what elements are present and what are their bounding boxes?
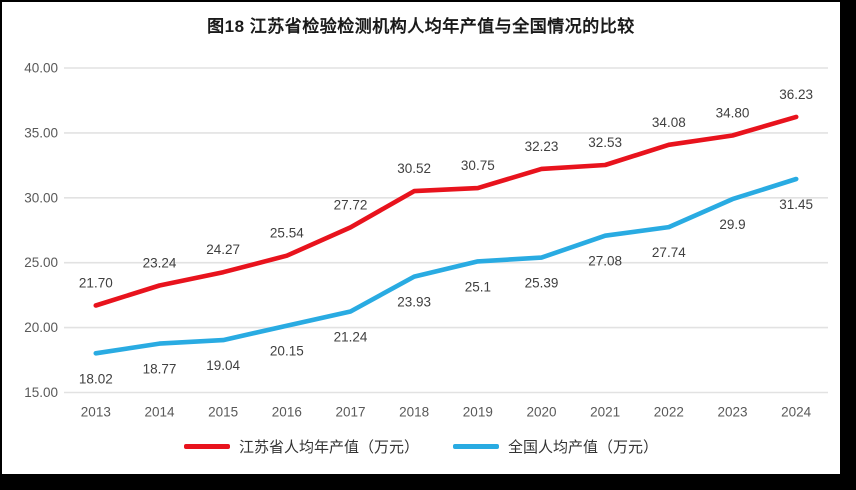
data-label: 34.08 (652, 115, 686, 130)
legend-label-national: 全国人均产值（万元） (508, 439, 659, 456)
data-label: 32.23 (525, 139, 559, 154)
data-label: 21.70 (79, 276, 113, 291)
data-label: 27.74 (652, 245, 686, 260)
data-label: 34.80 (716, 105, 750, 120)
legend-swatch-jiangsu (183, 444, 230, 449)
y-tick-label: 40.00 (24, 61, 58, 76)
data-label: 36.23 (779, 87, 813, 102)
x-tick-label: 2024 (781, 405, 812, 420)
data-label: 27.08 (588, 254, 622, 269)
x-tick-label: 2023 (717, 405, 747, 420)
y-tick-label: 15.00 (24, 385, 58, 400)
x-tick-label: 2022 (654, 405, 684, 420)
data-label: 30.75 (461, 158, 495, 173)
legend-item-jiangsu: 江苏省人均年产值（万元） (183, 436, 419, 457)
y-tick-label: 35.00 (24, 125, 58, 140)
data-label: 24.27 (206, 242, 240, 257)
data-label: 19.04 (206, 358, 240, 373)
data-label: 25.54 (270, 226, 304, 241)
x-tick-label: 2019 (463, 405, 493, 420)
data-label: 27.72 (334, 197, 368, 212)
y-tick-label: 20.00 (24, 320, 58, 335)
data-label: 23.93 (397, 295, 431, 310)
x-tick-label: 2018 (399, 405, 429, 420)
legend: 江苏省人均年产值（万元） 全国人均产值（万元） (2, 436, 840, 457)
y-tick-label: 25.00 (24, 255, 58, 270)
legend-label-jiangsu: 江苏省人均年产值（万元） (238, 439, 419, 456)
data-label: 21.24 (334, 330, 368, 345)
line-chart: 15.00 20.00 25.00 30.00 35.00 40.00 2013 2014 20… (24, 61, 828, 420)
x-tick-label: 2021 (590, 405, 620, 420)
chart-title: 图18 江苏省检验检测机构人均年产值与全国情况的比较 (207, 17, 635, 36)
legend-item-national: 全国人均产值（万元） (453, 436, 658, 457)
x-tick-label: 2013 (81, 405, 111, 420)
x-tick-label: 2017 (335, 405, 365, 420)
data-label: 31.45 (779, 197, 813, 212)
data-label: 25.1 (465, 279, 491, 294)
national-series-line (93, 176, 799, 356)
data-label: 32.53 (588, 135, 622, 150)
y-tick-label: 30.00 (24, 190, 58, 205)
x-tick-label: 2014 (144, 405, 175, 420)
data-label: 23.24 (143, 256, 177, 271)
jiangsu-series-line (93, 114, 799, 308)
x-tick-label: 2020 (526, 405, 556, 420)
chart-canvas: 图18 江苏省检验检测机构人均年产值与全国情况的比较 15.00 20.00 25.… (2, 2, 840, 474)
data-label: 18.02 (79, 371, 113, 386)
data-label: 30.52 (397, 161, 431, 176)
data-label: 29.9 (719, 217, 745, 232)
x-tick-label: 2016 (272, 405, 302, 420)
data-label: 18.77 (143, 362, 177, 377)
data-label: 25.39 (525, 276, 559, 291)
x-tick-label: 2015 (208, 405, 238, 420)
legend-swatch-national (453, 444, 499, 449)
data-label: 20.15 (270, 344, 304, 359)
